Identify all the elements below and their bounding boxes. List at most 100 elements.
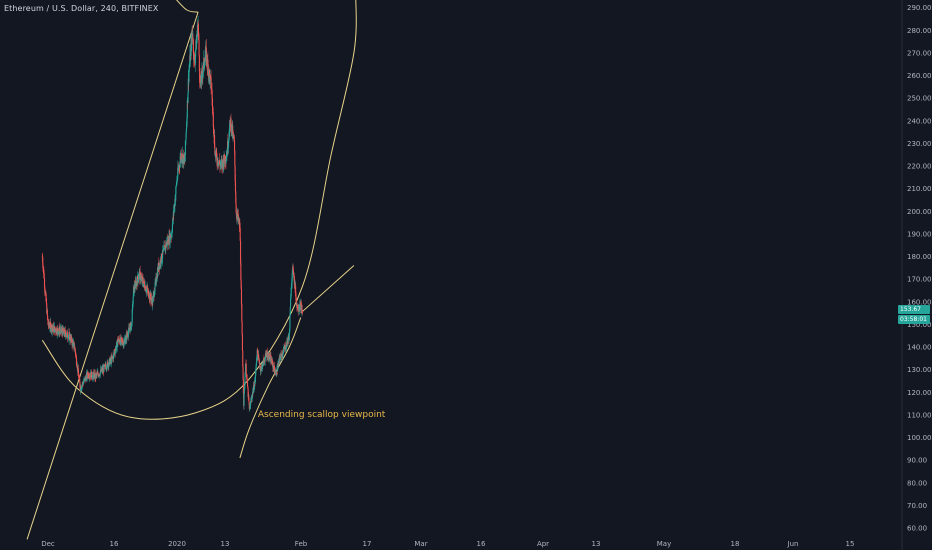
candle-body — [253, 388, 255, 391]
candle-body — [253, 383, 256, 389]
candle-body — [227, 141, 229, 149]
candle-body — [126, 333, 128, 340]
candle-body — [155, 279, 157, 283]
candle-body — [279, 356, 281, 361]
candle-body — [215, 150, 218, 155]
candle-body — [235, 203, 237, 213]
candle-body — [155, 277, 157, 282]
candle-body — [295, 297, 297, 304]
candle-body — [57, 331, 59, 334]
candle-body — [218, 162, 220, 163]
candle-body — [77, 368, 79, 374]
candle-body — [266, 352, 268, 359]
candle-body — [176, 180, 178, 185]
candle-body — [210, 75, 212, 78]
candle-body — [241, 321, 243, 335]
candle-body — [199, 83, 201, 85]
candle-body — [290, 287, 292, 297]
candle-body — [96, 373, 98, 375]
candle-body — [143, 281, 145, 284]
candle-body — [106, 367, 108, 370]
candle-body — [59, 330, 61, 334]
candle-body — [213, 126, 215, 133]
candle-body — [84, 377, 86, 381]
candle-body — [219, 164, 221, 167]
candle-body — [132, 296, 134, 304]
candle-body — [240, 263, 242, 281]
candle-body — [54, 326, 56, 330]
candle-body — [117, 342, 119, 347]
y-tick-label: 60.00 — [907, 525, 927, 533]
candle-body — [121, 340, 123, 344]
candle-body — [297, 308, 300, 311]
candle-body — [253, 385, 255, 391]
candle-body — [73, 342, 75, 343]
candle-body — [111, 356, 113, 363]
candle-body — [271, 360, 274, 363]
candle-body — [210, 77, 212, 88]
candle-body — [81, 388, 83, 389]
candle-body — [239, 227, 241, 241]
candle-body — [204, 54, 206, 59]
x-tick-label: Jun — [787, 540, 799, 548]
candle-body — [179, 166, 181, 168]
candle-body — [202, 62, 205, 70]
candle-body — [49, 327, 51, 329]
candle-body — [134, 281, 136, 289]
candle-body — [78, 373, 80, 378]
candle-body — [291, 282, 293, 284]
candle-body — [255, 368, 257, 376]
candle-body — [186, 100, 188, 118]
candle-body — [260, 371, 262, 372]
candle-body — [133, 285, 135, 293]
candle-body — [258, 354, 260, 358]
candle-body — [277, 365, 279, 369]
candle-body — [283, 347, 285, 349]
candle-body — [57, 328, 59, 332]
candle-body — [290, 298, 292, 307]
candle-body — [229, 120, 231, 121]
candle-body — [59, 330, 61, 332]
candle-body — [282, 351, 284, 355]
candle-body — [254, 375, 256, 383]
candle-body — [299, 303, 301, 304]
candle-body — [52, 328, 54, 329]
candle-body — [214, 147, 216, 155]
candle-body — [48, 325, 50, 326]
candle-body — [289, 306, 291, 316]
candle-body — [56, 328, 58, 333]
y-tick-label: 180.00 — [907, 253, 932, 261]
candle-body — [272, 362, 274, 368]
candle-body — [152, 295, 154, 303]
candle-body — [91, 377, 93, 379]
candle-body — [80, 388, 82, 390]
candle-body — [243, 387, 245, 394]
y-tick-label: 220.00 — [907, 163, 932, 171]
candle-body — [245, 363, 247, 373]
y-tick-label: 200.00 — [907, 208, 932, 216]
candle-body — [136, 282, 138, 283]
candle-body — [232, 125, 234, 136]
trendline — [300, 265, 355, 314]
candle-body — [140, 279, 142, 281]
candle-body — [81, 382, 84, 385]
candle-body — [131, 322, 133, 326]
y-tick-label: 230.00 — [907, 140, 932, 148]
candle-body — [160, 259, 162, 265]
candle-body — [113, 353, 115, 359]
candle-body — [200, 76, 202, 83]
candle-body — [151, 297, 153, 301]
candle-body — [295, 296, 297, 298]
y-tick-label: 270.00 — [907, 49, 932, 57]
candle-body — [237, 214, 239, 221]
candle-body — [181, 159, 183, 161]
candle-body — [300, 304, 302, 306]
candle-body — [288, 333, 290, 341]
candle-body — [143, 283, 145, 287]
candle-body — [183, 154, 185, 164]
candle-body — [161, 253, 163, 261]
candle-body — [50, 324, 52, 331]
candle-body — [97, 372, 99, 375]
candle-body — [203, 57, 205, 66]
candle-body — [205, 46, 207, 48]
